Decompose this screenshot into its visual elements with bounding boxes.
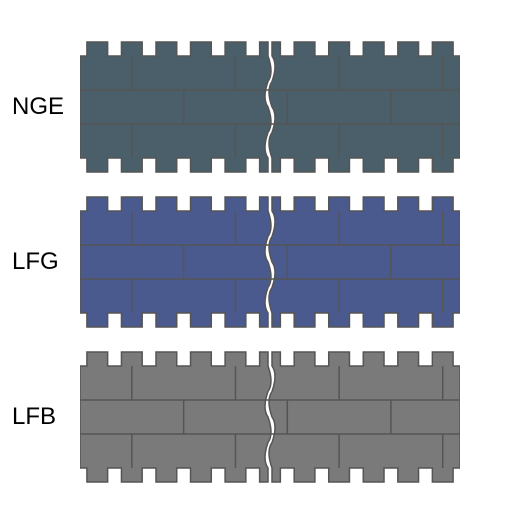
belt-graphic <box>80 350 460 484</box>
belt-graphic <box>80 195 460 329</box>
belt-diagram: NGE LFG LFB <box>0 0 512 512</box>
belt-label: LFG <box>12 248 59 276</box>
belt-graphic <box>80 40 460 174</box>
belt-label: LFB <box>12 403 56 431</box>
belt-label: NGE <box>12 93 64 121</box>
